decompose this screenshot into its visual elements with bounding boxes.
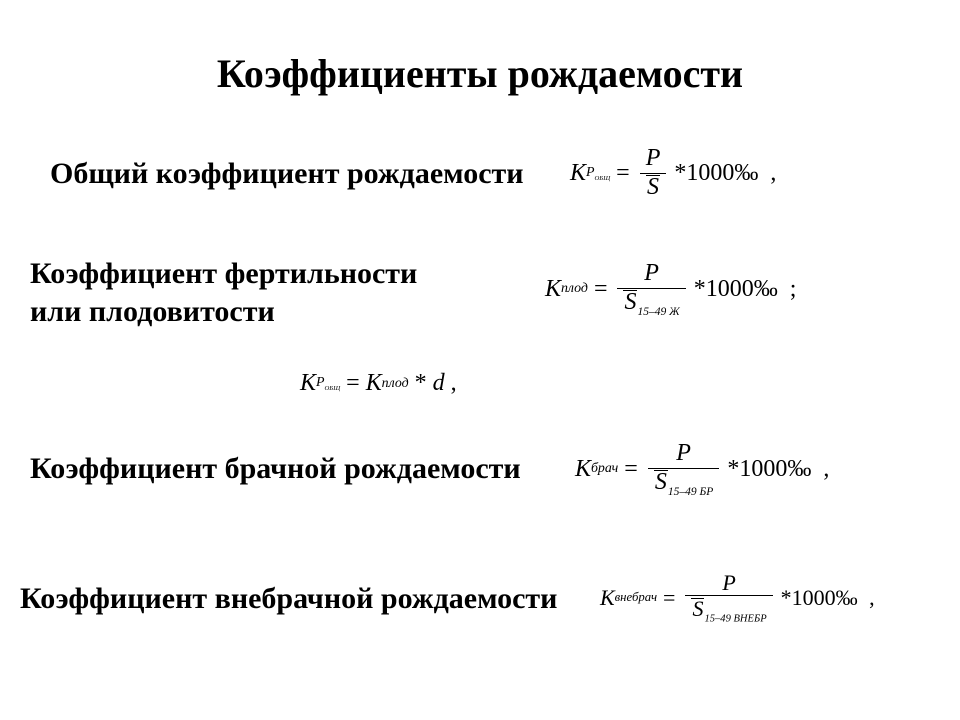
sym-1000pm: 1000‰ — [686, 160, 758, 186]
label-marital: Коэффициент брачной рождаемости — [30, 450, 521, 488]
formula-marital: К брач = Р S15–49 БР *1000‰ , — [575, 440, 829, 499]
sym-den-sub: 15–49 ВНЕБР — [704, 614, 766, 625]
sym-K: К — [545, 276, 561, 303]
formula-relation: К РОБЩ = К плод * d , — [300, 370, 457, 397]
formula-fertility: К плод = Р S15–49 Ж *1000‰ ; — [545, 260, 796, 319]
sym-sub-obsh: ОБЩ — [594, 174, 610, 181]
fraction: Р S15–49 БР — [648, 440, 720, 499]
fraction: Р S15–49 Ж — [617, 260, 685, 319]
sym-sub-plod: плод — [561, 281, 588, 297]
sym-comma: , — [451, 370, 457, 397]
sym-S-bar: S — [654, 470, 668, 494]
formula-extramarital: К внебрач = Р S15–49 ВНЕБР *1000‰ , — [600, 570, 875, 626]
sym-sub-vnebrach: внебрач — [615, 590, 657, 605]
label-extramarital: Коэффициент внебрачной рождаемости — [20, 580, 557, 618]
sym-star: * — [727, 456, 739, 482]
sym-sub-brach: брач — [591, 461, 618, 477]
sym-eq: = — [663, 585, 675, 611]
sym-P: Р — [644, 260, 659, 286]
label-fertility-line1: Коэффициент фертильности — [30, 257, 417, 290]
sym-K: К — [366, 370, 382, 397]
sym-S-bar: S — [623, 290, 637, 314]
sym-comma: , — [823, 456, 829, 482]
page-title: Коэффициенты рождаемости — [0, 50, 960, 97]
formula-general: К Р ОБЩ = Р S *1000‰ , — [570, 145, 776, 201]
sym-den-sub: 15–49 БР — [668, 485, 714, 497]
sym-1000pm: 1000‰ — [706, 276, 778, 302]
fraction: Р S — [640, 145, 667, 201]
sym-eq: = — [616, 160, 630, 187]
sym-star: * — [781, 585, 792, 610]
sym-K: К — [575, 456, 591, 483]
sym-eq: = — [624, 456, 638, 483]
sym-den-sub: 15–49 Ж — [637, 305, 679, 317]
sym-K: К — [300, 370, 316, 397]
sym-eq: = — [346, 370, 360, 397]
sym-P: Р — [646, 145, 661, 171]
sym-K: К — [600, 585, 615, 611]
sym-semicolon: ; — [790, 276, 797, 302]
sym-d: d — [433, 370, 445, 397]
label-general: Общий коэффициент рождаемости — [50, 155, 524, 193]
sym-sub-obsh: ОБЩ — [324, 385, 340, 392]
sym-sub-plod: плод — [382, 376, 409, 392]
sym-K: К — [570, 160, 586, 187]
label-fertility: Коэффициент фертильности или плодовитост… — [30, 255, 417, 330]
sym-star: * — [415, 370, 427, 397]
label-fertility-line2: или плодовитости — [30, 295, 275, 328]
sym-P: Р — [722, 570, 735, 595]
slide: Коэффициенты рождаемости Общий коэффицие… — [0, 0, 960, 720]
sym-comma: , — [770, 160, 776, 186]
sym-star: * — [694, 276, 706, 302]
sym-eq: = — [594, 276, 608, 303]
fraction: Р S15–49 ВНЕБР — [685, 570, 772, 626]
sym-P: Р — [676, 440, 691, 466]
sym-S-bar: S — [646, 175, 660, 199]
sym-comma: , — [869, 585, 875, 610]
sym-1000pm: 1000‰ — [792, 585, 858, 610]
sym-S-bar: S — [691, 598, 704, 620]
sym-star: * — [674, 160, 686, 186]
sym-1000pm: 1000‰ — [739, 456, 811, 482]
